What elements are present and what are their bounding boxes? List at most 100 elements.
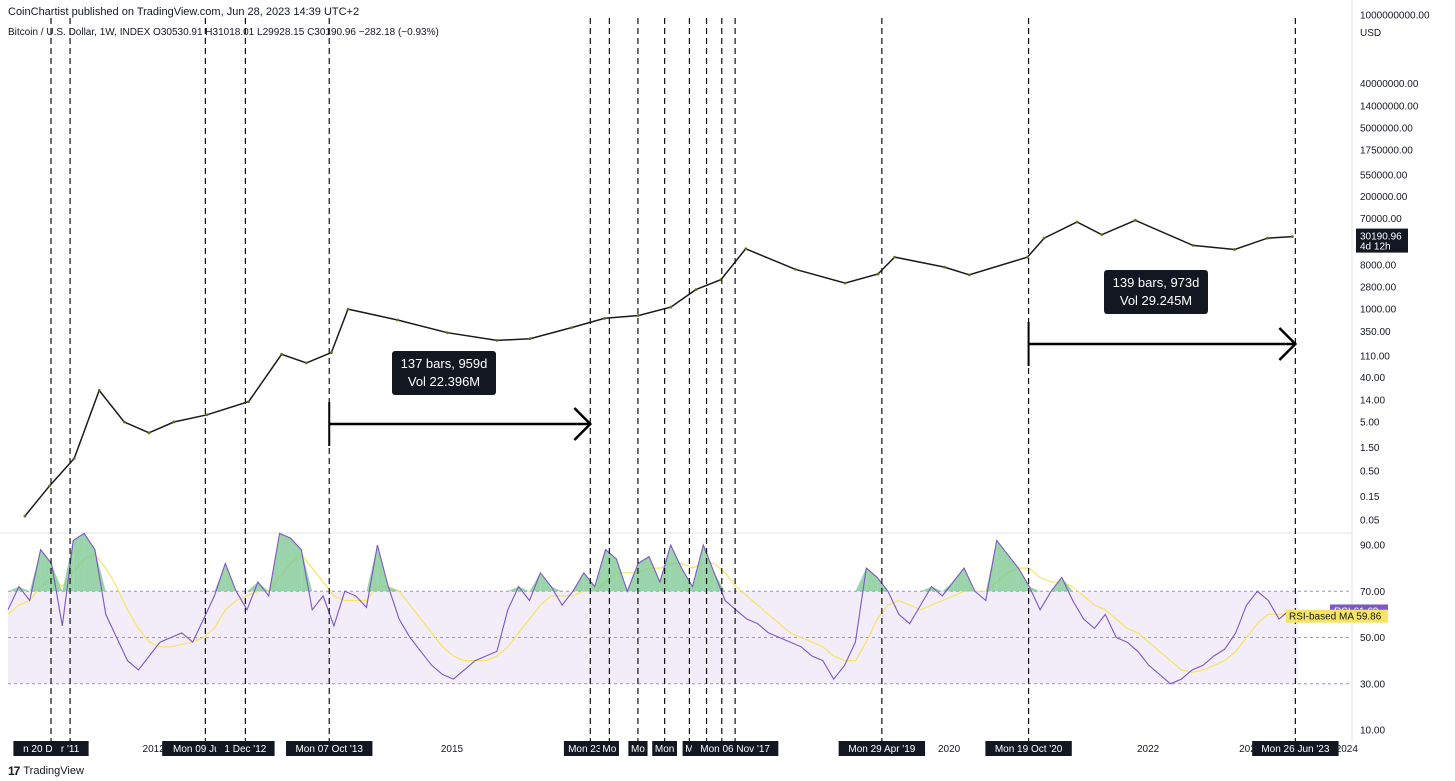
price-tick-label: 2800.00 (1360, 283, 1397, 294)
rsi-overbought-fill (714, 572, 726, 592)
time-axis[interactable]: 2012201520202020222022024n 20 Dec '10r '… (0, 741, 1358, 758)
price-tick-label: 0.15 (1360, 492, 1380, 503)
price-point (72, 457, 76, 460)
time-tick-label: 2024 (1336, 744, 1359, 755)
measure-arrowhead (1278, 327, 1298, 361)
price-point (172, 420, 176, 424)
last-price-label: 30190.96 (1360, 232, 1402, 243)
price-point (1026, 255, 1029, 259)
price-axis-unit: USD (1360, 28, 1381, 39)
rsi-overbought-fill (1061, 577, 1073, 592)
time-marker-label: Mon (655, 744, 674, 755)
rsi-ma-legend-label: RSI-based MA 59.86 (1289, 612, 1382, 623)
price-tick-label: 14.00 (1360, 396, 1385, 407)
rsi-overbought-fill (257, 582, 269, 592)
rsi-overbought-fill (953, 568, 965, 592)
price-tick-label: 40.00 (1360, 373, 1385, 384)
rsi-overbought-fill (942, 582, 954, 592)
price-point (23, 514, 27, 518)
rsi-tick-label: 10.00 (1360, 726, 1385, 737)
rsi-series (7, 532, 1291, 685)
price-point (876, 272, 880, 276)
price-tick-label: 8000.00 (1360, 260, 1397, 271)
rsi-overbought-fill (507, 586, 519, 592)
price-tick-label: 0.50 (1360, 466, 1380, 477)
rsi-overbought-fill (996, 540, 1008, 592)
price-line (24, 219, 1293, 517)
time-marker-tag (52, 741, 89, 756)
price-point (1075, 220, 1079, 224)
measure-annotations[interactable]: 137 bars, 959d Vol 22.396M 139 bars, 973d V… (328, 270, 1298, 446)
price-tick-label: 14000000.00 (1360, 101, 1419, 112)
rsi-overbought-fill (1007, 554, 1019, 592)
rsi-ma-value-tag (1286, 609, 1388, 623)
price-point (330, 351, 333, 354)
price-axis[interactable]: USD 1000000000.00 40000000.00 14000000.00 50… (1353, 0, 1455, 742)
price-point (48, 484, 52, 488)
price-tick-label: 5000000.00 (1360, 123, 1413, 134)
price-point (495, 339, 499, 342)
rsi-overbought-fill (301, 549, 313, 592)
time-marker-label: Mon 06 Nov '17 (700, 744, 770, 755)
rsi-tick-label: 90.00 (1360, 541, 1385, 552)
time-marker-tag (652, 741, 678, 756)
price-tick-label: 1.50 (1360, 443, 1380, 454)
price-point (1042, 236, 1046, 240)
price-point (893, 255, 897, 259)
time-marker-tag (985, 741, 1072, 756)
price-tick-label: 350.00 (1360, 327, 1391, 338)
price-point (122, 420, 126, 424)
time-tick-label: 202 (1239, 744, 1256, 755)
price-tick-label: 1000000000.00 (1360, 11, 1430, 22)
price-point (967, 273, 971, 277)
rsi-overbought-fill (8, 586, 19, 592)
measure-label-box[interactable] (392, 351, 496, 395)
time-marker-label: Mo (631, 744, 645, 755)
time-marker-tag (838, 741, 926, 756)
rsi-overbought-fill (529, 572, 541, 592)
time-marker-label: Mo (602, 744, 616, 755)
price-point (694, 288, 698, 292)
time-marker-label: Mon 26 Jun '23 (1261, 744, 1330, 755)
time-marker-label: Mon 19 Oct '20 (995, 744, 1063, 755)
last-price-tag[interactable] (1356, 228, 1408, 253)
rsi-overbought-fill (84, 533, 95, 592)
price-point (636, 314, 640, 317)
price-tick-label: 110.00 (1360, 352, 1390, 363)
time-marker-label: Mon 29 Apr '19 (848, 744, 915, 755)
time-marker-label: Mon 09 Jul '12 (173, 744, 238, 755)
time-marker-tag (691, 741, 779, 756)
rsi-tick-label: 30.00 (1360, 679, 1385, 690)
rsi-overbought-fill (551, 586, 563, 592)
rsi-overbought-fill (279, 533, 291, 592)
last-price-countdown: 4d 12h (1360, 242, 1391, 253)
rsi-overbought-fill (29, 549, 41, 592)
rsi-overbought-fill (920, 586, 932, 592)
price-point (346, 307, 350, 311)
price-point (396, 318, 399, 322)
measure-label-box[interactable] (1104, 270, 1208, 314)
time-marker-tag (599, 741, 619, 756)
price-point (97, 389, 101, 392)
measure-label-bars: 139 bars, 973d (1113, 275, 1200, 290)
time-marker-label: n 20 Dec '10 (23, 744, 79, 755)
price-point (603, 316, 607, 320)
price-point (793, 267, 797, 271)
measure-label-volume: Vol 29.245M (1120, 293, 1192, 308)
price-point (280, 352, 283, 356)
price-tick-label: 5.00 (1360, 417, 1380, 428)
rsi-overbought-fill (366, 545, 378, 592)
price-point (1290, 235, 1294, 238)
rsi-overbought-fill (540, 572, 552, 592)
rsi-overbought-fill (866, 568, 878, 592)
price-point (147, 431, 151, 435)
time-marker-label: Mon 23 M (568, 744, 612, 755)
price-point (1133, 218, 1137, 222)
rsi-line (7, 532, 1291, 685)
rsi-overbought-fill (649, 556, 660, 592)
time-marker-tag (1252, 741, 1339, 756)
rsi-overbought-fill (638, 556, 649, 592)
measure-arrowhead (573, 407, 593, 441)
